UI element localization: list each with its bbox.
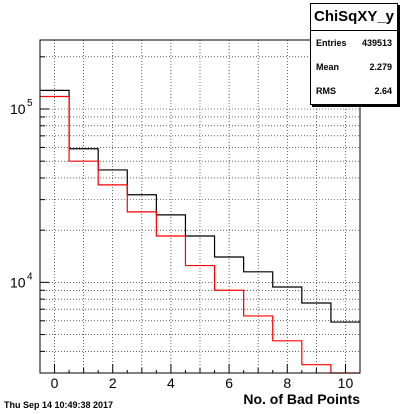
histogram-step-line [40, 95, 360, 374]
stats-label: Mean [316, 62, 340, 72]
stats-value: 439513 [361, 38, 392, 48]
y-tick-exponent: 4 [27, 271, 33, 282]
stats-row-mean: Mean 2.279 [311, 55, 397, 79]
y-tick-label: 10 [10, 274, 26, 290]
x-tick-label: 10 [338, 375, 354, 391]
stats-title: ChiSqXY_y [311, 4, 397, 31]
stats-value: 2.64 [374, 86, 392, 96]
y-tick-label: 10 [10, 101, 26, 117]
stats-row-rms: RMS 2.64 [311, 79, 397, 103]
stats-row-entries: Entries 439513 [311, 31, 397, 55]
histogram-series-1 [40, 95, 360, 374]
stats-label: RMS [316, 86, 336, 96]
x-axis-label: No. of Bad Points [243, 391, 360, 407]
histogram-step-line [40, 89, 360, 323]
axis-ticks [39, 56, 361, 374]
x-tick-label: 4 [167, 375, 175, 391]
stats-value: 2.279 [369, 62, 392, 72]
x-tick-label: 8 [283, 375, 291, 391]
stats-label: Entries [316, 38, 347, 48]
y-tick-exponent: 5 [27, 98, 33, 109]
grid-lines [40, 40, 360, 374]
stats-box: ChiSqXY_y Entries 439513 Mean 2.279 RMS … [310, 3, 398, 105]
histogram-series [40, 89, 360, 374]
histogram-series-0 [40, 89, 360, 323]
x-tick-label: 0 [51, 375, 59, 391]
x-tick-label: 2 [109, 375, 117, 391]
timestamp: Thu Sep 14 10:49:38 2017 [4, 400, 114, 410]
plot-frame [39, 39, 361, 374]
x-tick-label: 6 [225, 375, 233, 391]
